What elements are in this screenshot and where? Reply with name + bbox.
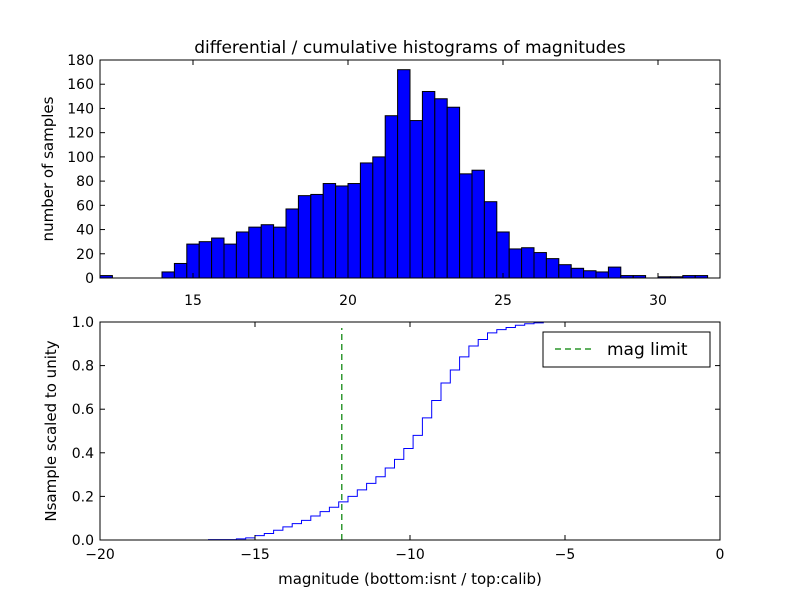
y-tick-label: 0 [85,271,94,287]
histogram-bar [583,270,597,279]
histogram-bar [459,173,473,279]
histogram-bar [496,231,510,279]
histogram-bar [297,195,312,279]
histogram-ticks: 15 20 25 30 0 20 40 60 80 100 120 140 160 180 [67,53,720,309]
histogram-bar [434,98,448,279]
y-tick-label: 0.8 [72,359,94,375]
y-tick-label: 0.4 [72,446,94,462]
cumulative-ticks: −20 −15 −10 −5 0 0.0 0.2 0.4 0.6 0.8 1.0 [72,315,725,563]
histogram-bar [595,271,609,279]
histogram-bar [409,120,423,279]
histogram-bar [372,156,386,279]
y-tick-label: 120 [67,126,94,142]
y-tick-label: 0.2 [72,489,94,505]
histogram-bar [186,243,200,279]
x-tick-label: −20 [85,547,115,563]
y-tick-label: 0.0 [72,533,94,549]
histogram-bar [521,247,535,279]
x-tick-label: −5 [555,547,576,563]
x-tick-label: 0 [716,547,725,563]
y-tick-label: 20 [76,247,94,263]
histogram-bar [607,266,622,279]
x-tick-label: −15 [240,547,270,563]
histogram-bar [211,237,225,279]
histogram-bar [198,241,213,279]
x-axis-label: magnitude (bottom:isnt / top:calib) [278,570,542,588]
x-tick-label: 30 [649,293,667,309]
y-tick-label: 60 [76,198,94,214]
y-tick-label: 40 [76,223,94,239]
histogram-bar [359,162,374,279]
y-tick-label: 1.0 [72,315,94,331]
histogram-bar [545,258,560,279]
legend-label-mag-limit: mag limit [607,340,688,360]
histogram-plot-frame [99,59,721,279]
histogram-bar [335,185,349,279]
x-tick-label: 20 [339,293,357,309]
histogram-bar [471,169,485,279]
cumulative-step-line [100,321,721,541]
histogram-bar [273,226,287,279]
histogram-bar [322,183,337,279]
cumulative-y-axis-label: Nsample scaled to unity [42,340,60,521]
histogram-bar [260,224,275,279]
histogram-bar [570,267,585,279]
y-tick-label: 180 [67,53,94,69]
y-tick-label: 80 [76,174,94,190]
histogram-bar [173,262,188,279]
histogram-bar [446,106,461,279]
y-tick-label: 100 [67,150,94,166]
histogram-y-axis-label: number of samples [39,96,57,241]
histogram-bar [235,231,250,279]
y-tick-label: 160 [67,77,94,93]
cumulative-panel: −20 −15 −10 −5 0 0.0 0.2 0.4 0.6 0.8 1.0 Nsample s… [42,315,724,588]
histogram-bar [558,264,572,279]
histogram-bar [533,252,547,279]
x-tick-label: 15 [184,293,202,309]
histogram-panel: differential / cumulative histograms of … [39,38,721,309]
histogram-bar [508,248,523,279]
chart-title: differential / cumulative histograms of … [194,38,626,58]
x-tick-label: 25 [494,293,512,309]
histogram-bar [248,226,262,279]
histogram-bar [397,69,411,279]
histogram-bar [161,271,175,279]
histogram-bar [223,243,237,279]
histogram-bar [483,201,498,279]
histogram-bars [99,69,709,279]
histogram-bar [285,208,299,279]
histogram-bar [421,90,436,279]
histogram-bar [310,193,324,279]
y-tick-label: 0.6 [72,402,94,418]
legend: mag limit [542,331,711,368]
histogram-bar [347,183,361,279]
y-tick-label: 140 [67,101,94,117]
histogram-bar [384,115,399,279]
x-tick-label: −10 [395,547,425,563]
